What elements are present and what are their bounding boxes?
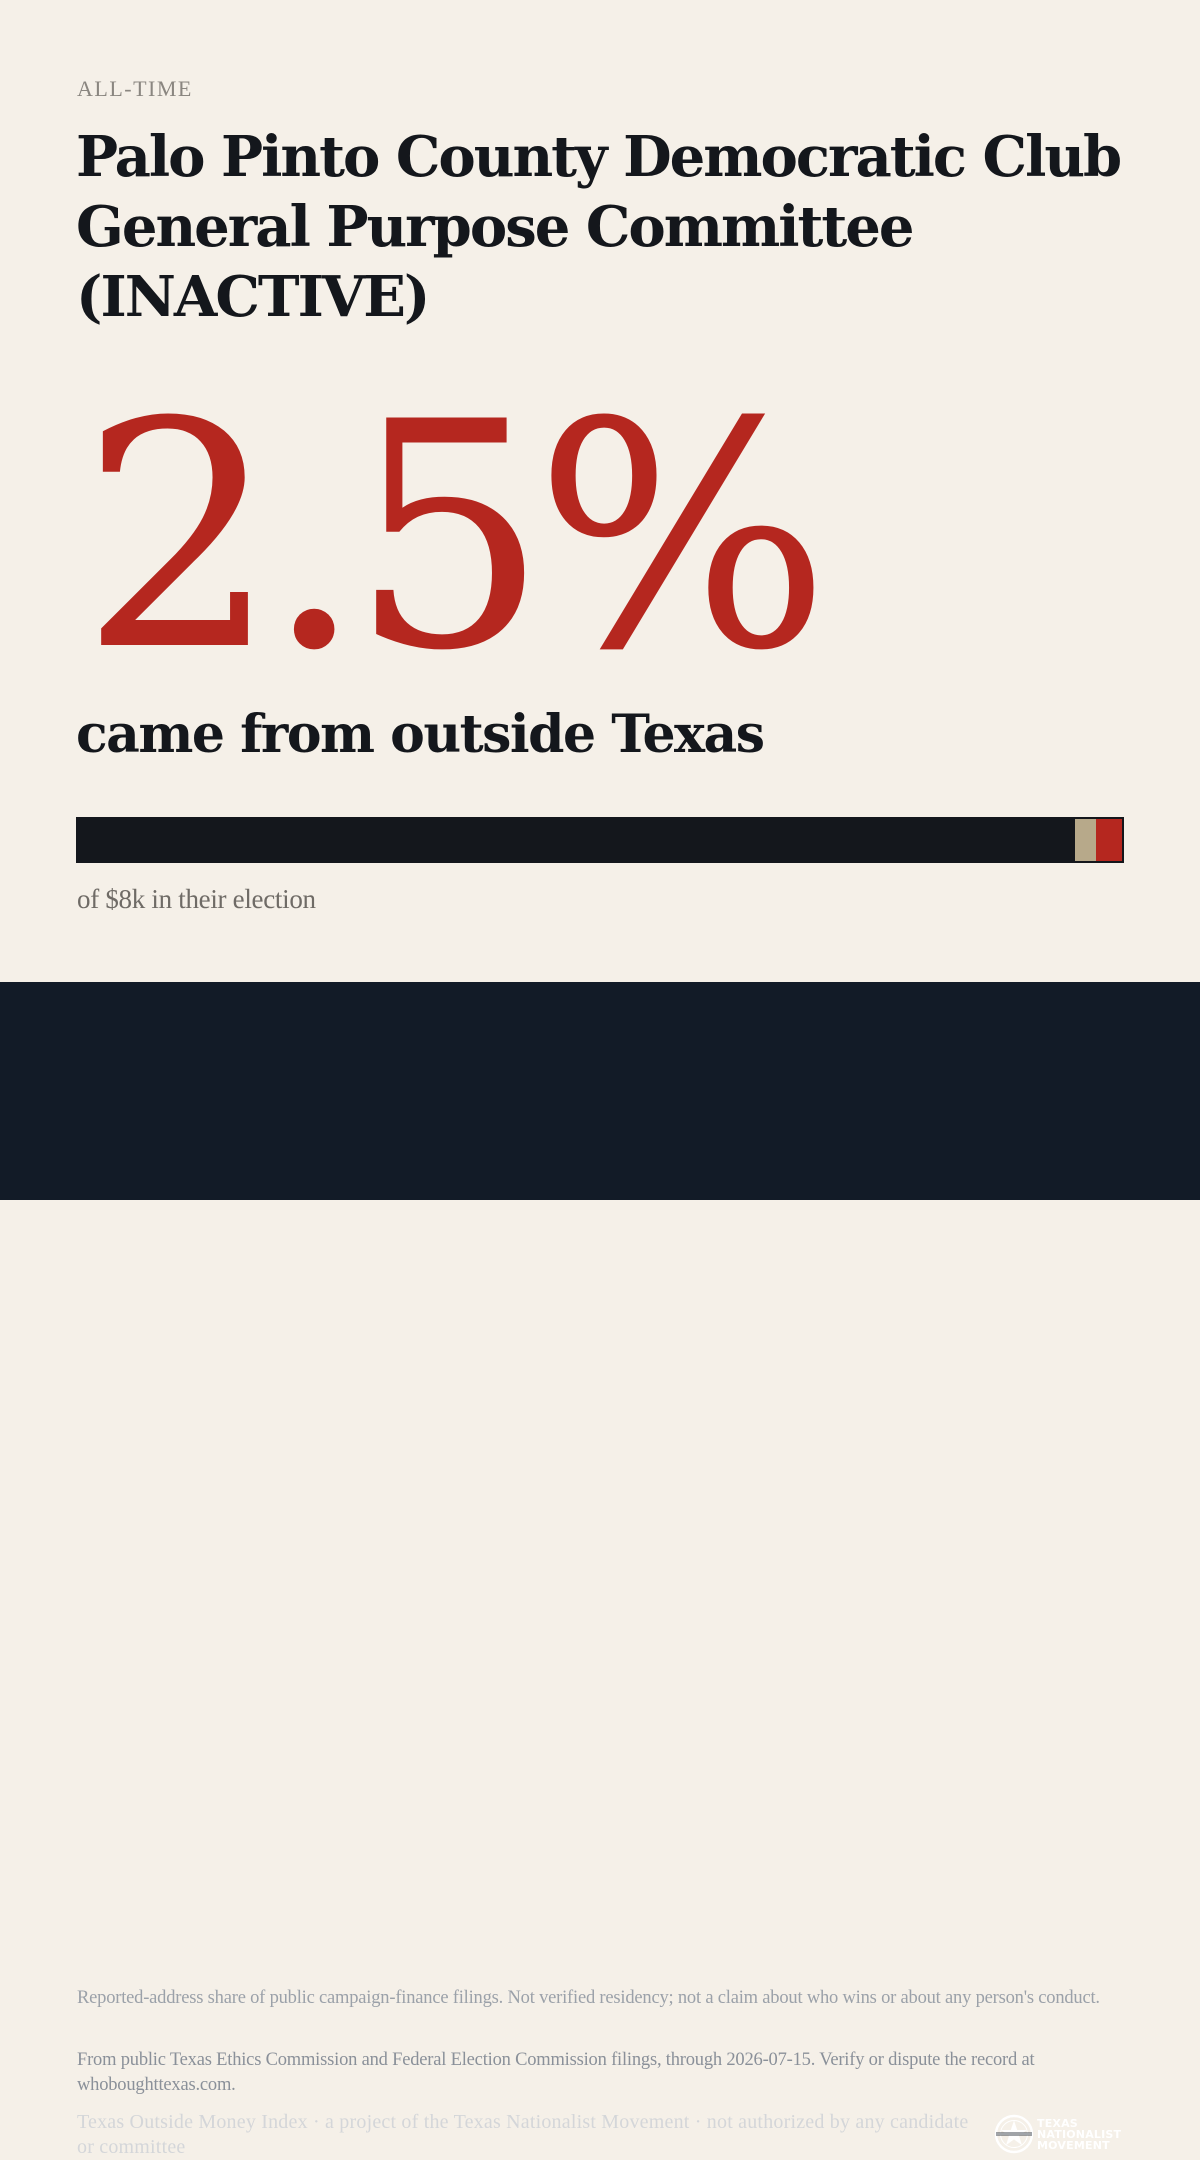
share-bar bbox=[76, 817, 1124, 863]
bar-segment-outside-texas bbox=[1095, 819, 1122, 861]
main-panel: ALL-TIME Palo Pinto County Democratic Cl… bbox=[0, 0, 1200, 982]
time-range-label: ALL-TIME bbox=[77, 76, 193, 101]
bar-segment-unknown bbox=[1075, 819, 1096, 861]
logo-line-2: NATIONALIST bbox=[1037, 2127, 1122, 2141]
credit-text: Texas Outside Money Index · a project of… bbox=[77, 2111, 969, 2158]
committee-title: Palo Pinto County Democratic Club Genera… bbox=[76, 124, 1122, 330]
source-text: From public Texas Ethics Commission and … bbox=[77, 2050, 1035, 2095]
bar-segment-inside-texas bbox=[78, 819, 1076, 861]
logo-wordmark: TEXAS NATIONALIST MOVEMENT bbox=[1037, 2118, 1121, 2151]
footer: Reported-address share of public campaig… bbox=[0, 982, 1200, 2158]
star-seal-icon bbox=[994, 2114, 1034, 2154]
outside-percent: 2.5% bbox=[80, 355, 831, 719]
headline-subtitle: came from outside Texas bbox=[76, 704, 765, 765]
logo-line-1: TEXAS bbox=[1037, 2116, 1078, 2130]
disclaimer-text: Reported-address share of public campaig… bbox=[77, 1988, 1100, 2008]
total-caption: of $8k in their election bbox=[77, 884, 316, 914]
logo-line-3: MOVEMENT bbox=[1037, 2138, 1110, 2152]
tnm-logo: TEXAS NATIONALIST MOVEMENT bbox=[994, 2114, 1134, 2154]
